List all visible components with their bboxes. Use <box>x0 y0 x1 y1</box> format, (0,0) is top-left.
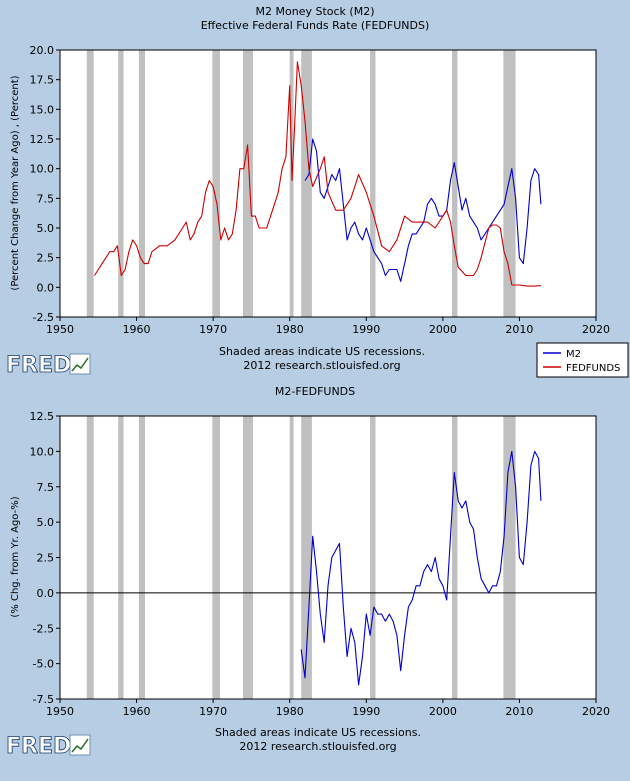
chart-2: M2-FEDFUNDS -7.5 -5.0 -2.5 0.0 2.5 5.0 7.5 10.0… <box>6 385 610 759</box>
y-tick-label: 5.0 <box>37 516 55 529</box>
x-tick-label: 2000 <box>429 323 457 336</box>
recession-band <box>452 416 458 699</box>
chart-2-y-axis: -7.5 -5.0 -2.5 0.0 2.5 5.0 7.5 10.0 12.5 <box>30 410 60 706</box>
fred-logo-text: FRED <box>6 734 71 759</box>
chart-1-fred-logo[interactable]: FRED <box>6 353 91 378</box>
x-tick-label: 2020 <box>582 323 610 336</box>
recession-band <box>138 416 145 699</box>
recession-band <box>370 50 376 317</box>
y-tick-label: 15.0 <box>30 103 55 116</box>
recession-band <box>86 416 94 699</box>
series-line-m2-fedfunds <box>300 450 542 686</box>
fred-logo-text: FRED <box>6 353 71 378</box>
chart-1: M2 Money Stock (M2) Effective Federal Fu… <box>6 5 629 378</box>
y-tick-label: 20.0 <box>30 44 55 57</box>
recession-band <box>452 50 458 317</box>
legend-label-m2: M2 <box>566 349 581 360</box>
chart-1-source: 2012 research.stlouisfed.org <box>243 359 400 372</box>
recession-band <box>212 50 221 317</box>
x-tick-label: 2010 <box>505 705 533 718</box>
chart-2-y-axis-label: (% Chg. from Yr. Ago-%) <box>10 496 21 617</box>
legend-label-fedfunds: FEDFUNDS <box>566 363 620 374</box>
chart-2-fred-logo[interactable]: FRED <box>6 734 91 759</box>
x-tick-label: 1980 <box>276 705 304 718</box>
x-tick-label: 1990 <box>352 323 380 336</box>
x-tick-label: 1970 <box>199 323 227 336</box>
recession-band <box>212 416 221 699</box>
fred-chart-icon <box>69 353 91 375</box>
chart-2-series <box>300 450 542 686</box>
x-tick-label: 1960 <box>123 323 151 336</box>
recession-band <box>370 416 376 699</box>
recession-band <box>301 50 312 317</box>
chart-1-title: M2 Money Stock (M2) <box>256 5 375 18</box>
y-tick-label: 7.5 <box>37 192 55 205</box>
recession-band <box>243 416 253 699</box>
x-tick-label: 2010 <box>505 323 533 336</box>
y-tick-label: 5.0 <box>37 222 55 235</box>
x-tick-label: 1960 <box>123 705 151 718</box>
y-tick-label: -5.0 <box>33 658 54 671</box>
recession-band <box>243 50 253 317</box>
y-tick-label: 17.5 <box>30 74 55 87</box>
chart-2-recession-bands <box>86 416 516 699</box>
y-tick-label: 12.5 <box>30 133 55 146</box>
series-line-fedfunds <box>94 61 541 287</box>
recession-band <box>301 416 312 699</box>
fred-chart-icon <box>69 734 91 756</box>
chart-2-title: M2-FEDFUNDS <box>275 385 355 398</box>
y-tick-label: 2.5 <box>37 552 55 565</box>
y-tick-label: 7.5 <box>37 481 55 494</box>
y-tick-label: 0.0 <box>37 587 55 600</box>
y-tick-label: -7.5 <box>33 693 54 706</box>
y-tick-label: 10.0 <box>30 445 55 458</box>
y-tick-label: 12.5 <box>30 410 55 423</box>
recession-band <box>118 50 124 317</box>
recession-band <box>138 50 145 317</box>
chart-1-y-axis: -2.5 0.0 2.5 5.0 7.5 10.0 12.5 15.0 17.5 20.0 <box>30 44 60 324</box>
chart-2-recession-note: Shaded areas indicate US recessions. <box>215 726 421 739</box>
y-tick-label: -2.5 <box>33 311 54 324</box>
chart-2-x-axis: 1950 1960 1970 1980 1990 2000 2010 2020 <box>46 699 610 718</box>
x-tick-label: 2020 <box>582 705 610 718</box>
chart-1-subtitle: Effective Federal Funds Rate (FEDFUNDS) <box>201 19 430 32</box>
x-tick-label: 2000 <box>429 705 457 718</box>
x-tick-label: 1950 <box>46 323 74 336</box>
recession-band <box>289 416 294 699</box>
y-tick-label: 10.0 <box>30 163 55 176</box>
x-tick-label: 1950 <box>46 705 74 718</box>
recession-band <box>503 50 516 317</box>
chart-1-x-axis: 1950 1960 1970 1980 1990 2000 2010 2020 <box>46 317 610 336</box>
recession-band <box>503 416 516 699</box>
recession-band <box>86 50 94 317</box>
x-tick-label: 1980 <box>276 323 304 336</box>
y-tick-label: 0.0 <box>37 281 55 294</box>
chart-1-y-axis-label: (Percent Change from Year Ago) , (Percen… <box>10 75 21 290</box>
x-tick-label: 1970 <box>199 705 227 718</box>
legend-box <box>536 342 629 378</box>
recession-band <box>118 416 124 699</box>
y-tick-label: 2.5 <box>37 252 55 265</box>
y-tick-label: -2.5 <box>33 622 54 635</box>
recession-band <box>289 50 294 317</box>
chart-1-legend: M2 FEDFUNDS <box>536 342 629 378</box>
chart-1-recession-bands <box>86 50 516 317</box>
chart-2-source: 2012 research.stlouisfed.org <box>239 740 396 753</box>
x-tick-label: 1990 <box>352 705 380 718</box>
chart-1-series <box>94 61 542 287</box>
chart-1-recession-note: Shaded areas indicate US recessions. <box>219 345 425 358</box>
